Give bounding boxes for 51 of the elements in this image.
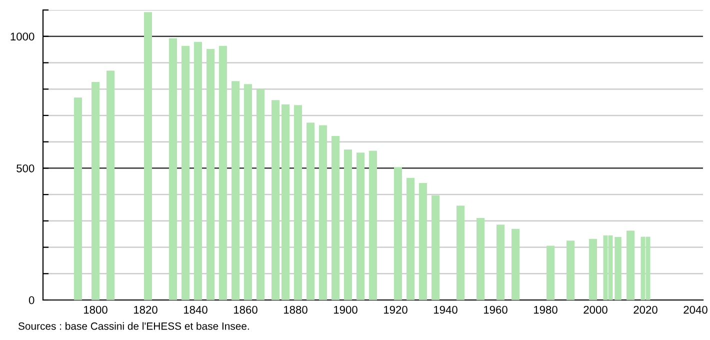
- bar: [74, 98, 82, 300]
- bar: [496, 224, 504, 300]
- bar: [206, 49, 214, 300]
- bar: [432, 195, 440, 300]
- bar: [182, 46, 190, 300]
- x-tick-label: 1920: [384, 306, 408, 314]
- bar: [194, 42, 202, 300]
- bar: [244, 84, 252, 300]
- bar: [294, 105, 302, 300]
- bar: [614, 236, 622, 300]
- bar: [272, 100, 280, 300]
- bar: [546, 246, 554, 300]
- x-tick-label: 1820: [134, 306, 158, 314]
- bar: [106, 70, 114, 300]
- x-tick-label: 1980: [534, 306, 558, 314]
- x-tick-label: 2020: [634, 306, 658, 314]
- bar: [344, 149, 352, 300]
- bar: [406, 178, 414, 300]
- bar: [144, 12, 152, 300]
- y-tick-label: 500: [16, 164, 34, 172]
- bar: [282, 104, 290, 300]
- x-tick-label: 1880: [284, 306, 308, 314]
- x-tick-label: 2000: [584, 306, 608, 314]
- y-tick-label: 0: [28, 296, 34, 304]
- x-tick-label: 1900: [334, 306, 358, 314]
- x-tick-label: 1840: [184, 306, 208, 314]
- bar: [356, 152, 364, 300]
- bar: [566, 240, 574, 300]
- bar: [169, 38, 177, 300]
- bar: [319, 125, 327, 300]
- y-tick-label: 1000: [10, 32, 34, 40]
- bar: [626, 230, 634, 300]
- x-tick-label: 1860: [234, 306, 258, 314]
- bar: [232, 81, 240, 300]
- bar: [332, 136, 340, 300]
- bar: [476, 218, 484, 300]
- x-tick-label: 1960: [484, 306, 508, 314]
- bar: [369, 150, 377, 300]
- bar: [306, 122, 314, 300]
- source-note: Sources : base Cassini de l'EHESS et base Insee.: [18, 322, 249, 330]
- bar: [512, 228, 520, 300]
- bar: [256, 89, 264, 300]
- bar: [456, 206, 464, 300]
- x-tick-label: 2040: [684, 306, 708, 314]
- bar: [419, 182, 427, 300]
- bar: [219, 46, 227, 300]
- bar: [589, 238, 597, 300]
- x-tick-label: 1800: [84, 306, 108, 314]
- bar: [92, 82, 100, 300]
- bar: [394, 167, 402, 300]
- x-tick-label: 1940: [434, 306, 458, 314]
